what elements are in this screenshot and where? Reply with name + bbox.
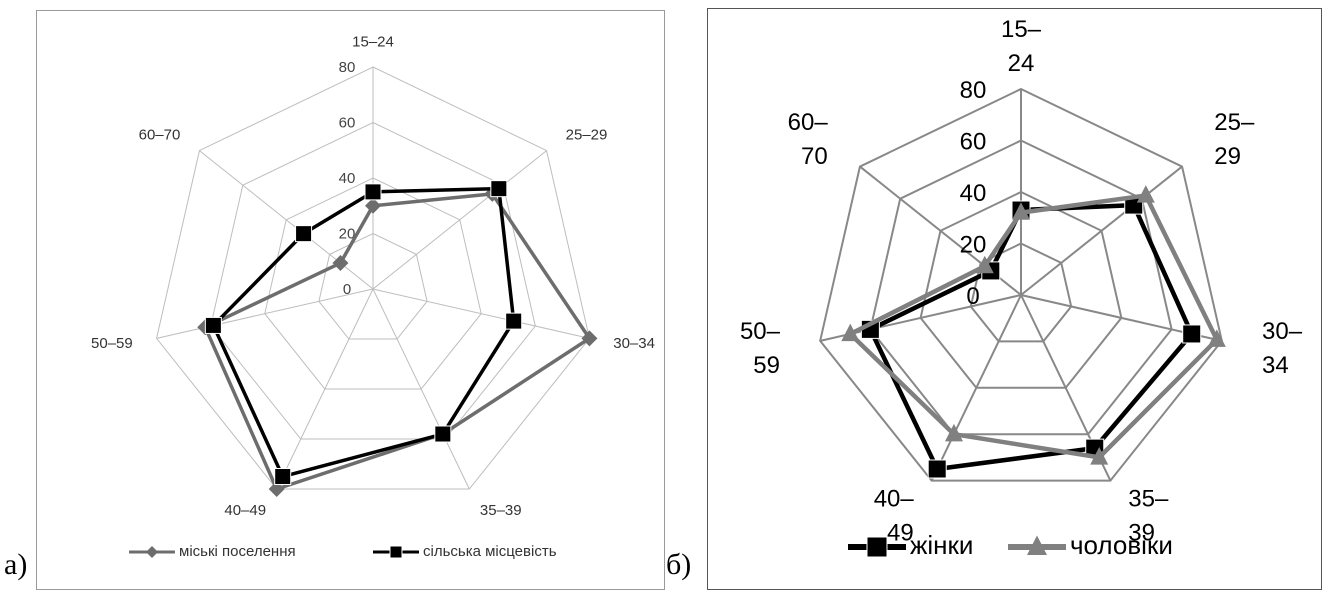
radar-chart-a: 0 20 40 60 80 15–24 25–29 30–34 35–39 40–49 50–59 6… bbox=[91, 34, 655, 560]
spoke-line bbox=[372, 150, 547, 290]
category-label: 15–24 bbox=[1001, 16, 1042, 77]
category-label: 30–34 bbox=[1262, 318, 1303, 379]
series-line bbox=[868, 202, 1194, 472]
category-label: 35–39 bbox=[1128, 486, 1169, 547]
data-point bbox=[1012, 202, 1030, 220]
category-label: 40–49 bbox=[874, 486, 915, 547]
spoke-line bbox=[156, 288, 374, 339]
data-point bbox=[975, 255, 994, 274]
spoke-line bbox=[276, 288, 374, 490]
tick-label: 60 bbox=[960, 129, 987, 156]
data-point bbox=[944, 423, 963, 442]
tick-label: 40 bbox=[960, 180, 987, 207]
data-point bbox=[204, 316, 222, 334]
data-point bbox=[332, 255, 349, 272]
data-point bbox=[841, 323, 860, 342]
legend-item: чоловіки bbox=[1008, 530, 1173, 560]
legend-item: сільська місцевість bbox=[373, 543, 557, 560]
tick-label: 0 bbox=[343, 281, 351, 298]
legend-label: сільська місцевість bbox=[423, 543, 557, 560]
spoke-line bbox=[372, 288, 590, 339]
data-point bbox=[505, 312, 523, 330]
tick-label: 80 bbox=[339, 59, 356, 76]
grid-ring bbox=[210, 121, 536, 440]
legend-label: жінки bbox=[910, 530, 973, 560]
panel-label-a: а) bbox=[4, 548, 28, 581]
series-line bbox=[203, 192, 592, 491]
tick-label: 60 bbox=[339, 115, 356, 132]
series-1 bbox=[860, 195, 1202, 479]
data-point bbox=[268, 481, 285, 498]
legend-marker bbox=[1027, 535, 1047, 555]
tick-label: 40 bbox=[339, 170, 356, 187]
category-label: 25–29 bbox=[566, 126, 608, 143]
data-point bbox=[1136, 185, 1155, 203]
grid-ring bbox=[919, 190, 1123, 389]
tick-label: 20 bbox=[960, 232, 987, 259]
category-label: 25–29 bbox=[1214, 109, 1255, 170]
data-point bbox=[365, 197, 381, 214]
panel-label-b: б) bbox=[666, 548, 692, 581]
data-point bbox=[364, 183, 382, 201]
data-point bbox=[490, 180, 508, 198]
legend-item: жінки bbox=[848, 530, 973, 560]
legend-marker bbox=[146, 546, 158, 558]
data-point bbox=[274, 468, 292, 486]
legend-label: міські поселення bbox=[179, 543, 296, 560]
data-point bbox=[295, 225, 313, 243]
category-label: 50–59 bbox=[740, 318, 781, 379]
legend-marker bbox=[389, 545, 403, 559]
series-2 bbox=[841, 185, 1226, 465]
category-label: 40–49 bbox=[224, 502, 266, 519]
chart-panel-b: 0 20 40 60 80 15– 24 25– 29 30– 34 35– 39 40– 49 50– 59 6… bbox=[707, 8, 1322, 590]
spoke-line bbox=[372, 288, 470, 490]
grid-ring bbox=[264, 177, 482, 390]
series-1 bbox=[197, 185, 598, 498]
data-point bbox=[434, 425, 452, 443]
grid-ring bbox=[318, 232, 428, 340]
category-label: 35–39 bbox=[480, 502, 522, 519]
radar-chart-b: 0 20 40 60 80 15– 24 25– 29 30– 34 35– 39 40– 49 50– 59 6… bbox=[740, 16, 1303, 560]
series-line bbox=[211, 186, 516, 479]
legend-marker bbox=[866, 536, 888, 558]
category-label: 30–34 bbox=[613, 335, 655, 352]
spoke-line bbox=[930, 294, 1022, 482]
series-2 bbox=[204, 180, 523, 486]
category-label: 15–24 bbox=[352, 34, 394, 51]
data-point bbox=[927, 459, 947, 479]
category-label: 50–59 bbox=[91, 335, 133, 352]
category-label: 60–70 bbox=[139, 126, 181, 143]
tick-label: 0 bbox=[966, 283, 979, 310]
data-point bbox=[1182, 324, 1202, 344]
legend: міські поселення сільська місцевість bbox=[129, 543, 557, 560]
grid-ring bbox=[869, 139, 1173, 436]
data-point bbox=[581, 330, 598, 347]
tick-label: 80 bbox=[960, 77, 987, 104]
tick-label: 20 bbox=[339, 226, 356, 243]
category-label: 60–70 bbox=[788, 109, 829, 170]
chart-panel-a: 0 20 40 60 80 15–24 25–29 30–34 35–39 40–49 50–59 6… bbox=[36, 10, 665, 590]
grid-ring bbox=[819, 87, 1223, 482]
data-point bbox=[1090, 447, 1109, 465]
legend-label: чоловіки bbox=[1070, 530, 1173, 560]
data-point bbox=[1207, 329, 1226, 347]
spoke-line bbox=[1020, 165, 1183, 296]
series-line bbox=[848, 193, 1220, 460]
legend-item: міські поселення bbox=[129, 543, 296, 560]
grid-ring bbox=[156, 66, 590, 490]
legend: жінки чоловіки bbox=[848, 530, 1173, 560]
